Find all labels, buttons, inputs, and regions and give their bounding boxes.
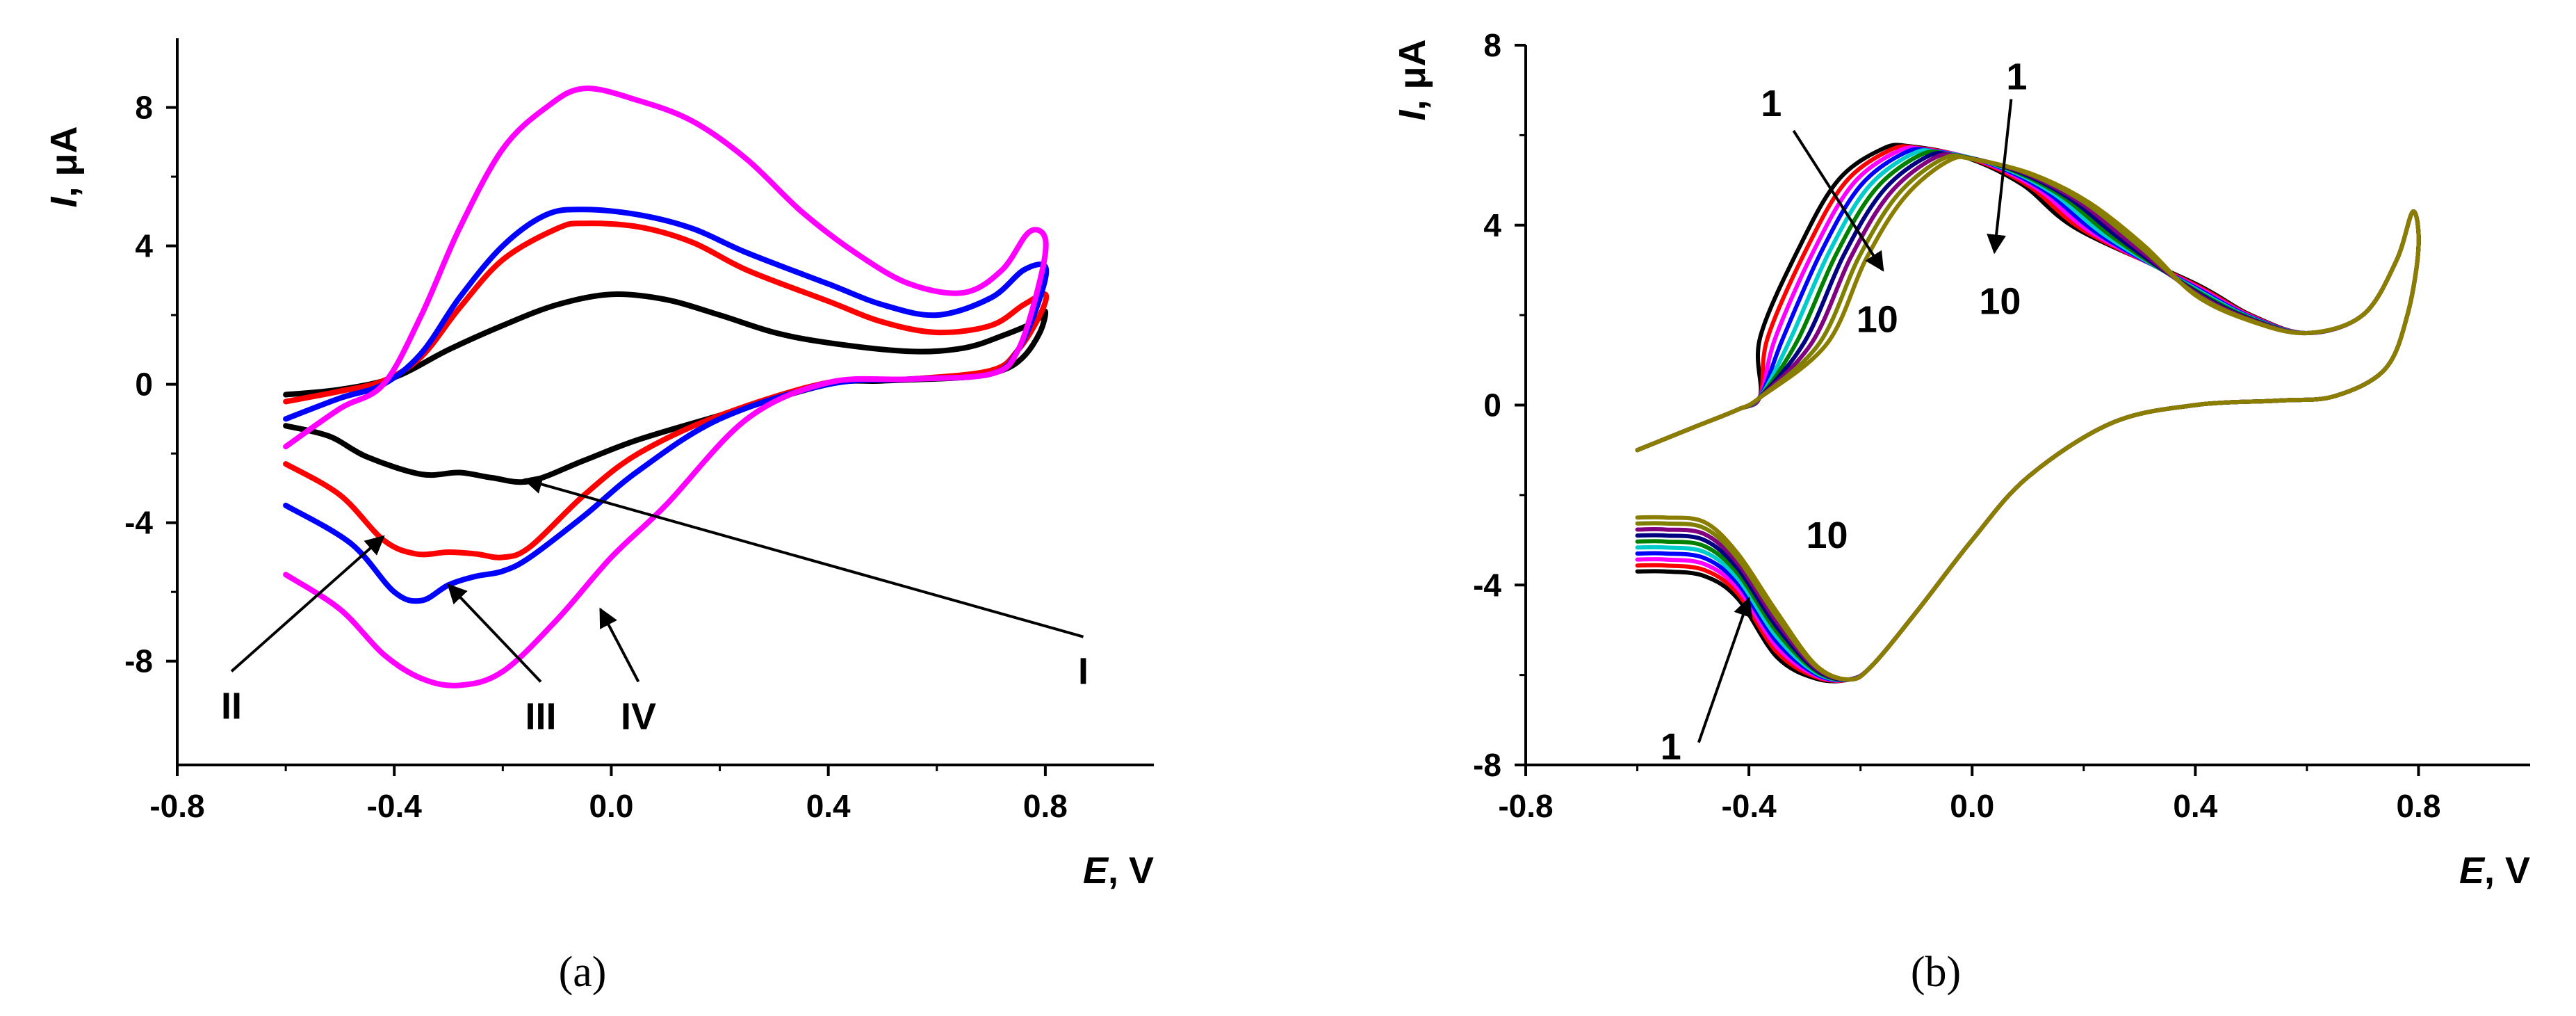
y-tick-label: 0 xyxy=(135,366,153,403)
x-ticks-a: -0.8 -0.4 0.0 0.4 0.8 xyxy=(149,765,1068,824)
x-tick-label: -0.8 xyxy=(1498,788,1553,824)
panel-b: -0.8 -0.4 0.0 0.4 0.8 -8 -4 0 4 8 1 10 1 10 10 1 I, μ… xyxy=(1392,27,2530,996)
annotation-label: 1 xyxy=(1761,83,1782,124)
annotation-label: IV xyxy=(621,695,656,737)
y-tick-label: -4 xyxy=(124,505,153,541)
x-tick-label: 0.4 xyxy=(2173,788,2217,824)
x-tick-label: 0.0 xyxy=(589,788,633,824)
y-tick-label: 0 xyxy=(1483,387,1501,424)
series-curve-iii xyxy=(283,207,1050,604)
y-tick-label: 4 xyxy=(135,228,153,264)
curves-a xyxy=(283,86,1050,688)
y-tick-label: 8 xyxy=(1483,27,1501,63)
x-tick-label: -0.4 xyxy=(1721,788,1777,824)
y-tick-label: -8 xyxy=(124,643,153,679)
series-curve-ii xyxy=(283,220,1050,561)
y-tick-label: -8 xyxy=(1473,747,1501,783)
series-curve-iv xyxy=(283,86,1049,688)
annotation-label: 10 xyxy=(1979,281,2021,323)
annotation-label: II xyxy=(221,685,242,727)
annotation-label: I xyxy=(1078,651,1089,693)
x-ticks-b: -0.8 -0.4 0.0 0.4 0.8 xyxy=(1498,765,2440,824)
annotation-arrow xyxy=(447,583,542,683)
annotation-arrow xyxy=(230,535,385,672)
caption-b: (b) xyxy=(1911,949,1961,996)
cycle-curve-6 xyxy=(1635,150,2421,682)
annotation-label: 10 xyxy=(1857,299,1898,341)
y-axis-title-b: I, μA xyxy=(1392,39,1433,120)
annotations-b: 1 10 1 10 10 1 xyxy=(1661,56,2028,768)
x-tick-label: 0.4 xyxy=(806,788,851,824)
annotation-arrow xyxy=(1792,129,1884,272)
annotation-label: 1 xyxy=(1661,726,1681,768)
y-tick-label: 8 xyxy=(135,90,153,126)
x-axis-title-a: E, V xyxy=(1083,850,1154,892)
y-axis-title-a: I, μA xyxy=(43,126,85,207)
annotation-label: 10 xyxy=(1806,515,1848,556)
annotation-label: 1 xyxy=(2006,56,2027,97)
x-tick-label: -0.8 xyxy=(149,788,204,824)
annotation-arrow xyxy=(522,474,1084,638)
y-ticks-a: -8 -4 0 4 8 xyxy=(124,90,177,679)
y-ticks-b: -8 -4 0 4 8 xyxy=(1473,27,1526,783)
x-tick-label: -0.4 xyxy=(367,788,423,824)
x-tick-label: 0.0 xyxy=(1950,788,1994,824)
curves-b xyxy=(1635,143,2421,684)
x-tick-label: 0.8 xyxy=(1023,788,1068,824)
annotation-arrow xyxy=(1987,99,2013,255)
y-tick-label: -4 xyxy=(1473,567,1501,603)
annotations-a: III III IV xyxy=(221,474,1089,737)
cycle-curve-10 xyxy=(1635,154,2421,682)
series-curve-i xyxy=(283,291,1049,485)
x-tick-label: 0.8 xyxy=(2396,788,2440,824)
annotation-arrow xyxy=(1697,597,1753,743)
y-tick-label: 4 xyxy=(1483,207,1501,243)
x-axis-title-b: E, V xyxy=(2459,850,2530,892)
caption-a: (a) xyxy=(559,949,607,996)
annotation-label: III xyxy=(525,695,556,737)
annotation-arrow xyxy=(599,607,640,683)
